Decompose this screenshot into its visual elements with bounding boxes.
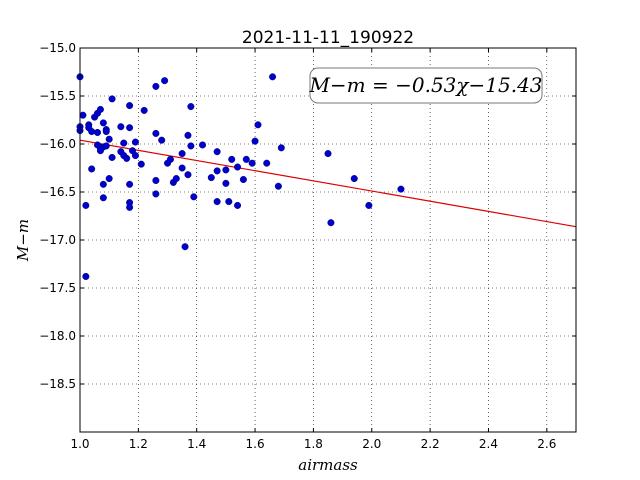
data-point (108, 153, 116, 161)
data-point (222, 179, 230, 187)
y-tick-label: −18.5 (39, 377, 76, 391)
data-point (172, 175, 180, 183)
data-point (126, 180, 134, 188)
fit-annotation: M−m = −0.53χ−15.43 (308, 67, 543, 104)
data-point (158, 136, 166, 144)
fit-annotation-box (309, 67, 543, 104)
data-point (199, 141, 207, 149)
y-tick-labels: −15.0 −15.5 −16.0 −16.5 −17.0 −17.5 −18.0 −18.5 (39, 41, 76, 391)
data-point (82, 201, 90, 209)
data-point (152, 190, 160, 198)
data-point (251, 137, 259, 145)
data-point (94, 128, 102, 136)
data-point (187, 142, 195, 150)
data-point (190, 193, 198, 201)
data-point (225, 198, 233, 206)
y-tick-label: −15.0 (39, 41, 76, 55)
data-point (274, 182, 282, 190)
data-point (137, 160, 145, 168)
data-point (126, 124, 134, 132)
data-point (99, 194, 107, 202)
data-point (105, 135, 113, 143)
data-point (222, 166, 230, 174)
data-point (239, 176, 247, 184)
data-point (102, 142, 110, 150)
y-axis-label: M−m (14, 219, 32, 262)
data-point (152, 176, 160, 184)
data-point (207, 174, 215, 182)
y-tick-label: −18.0 (39, 329, 76, 343)
y-tick-label: −17.5 (39, 281, 76, 295)
data-point (213, 167, 221, 175)
data-point (82, 272, 90, 280)
data-point (213, 148, 221, 156)
x-tick-label: 1.0 (70, 437, 89, 451)
x-tick-label: 2.0 (362, 437, 381, 451)
y-tick-label: −17.0 (39, 233, 76, 247)
data-point (178, 150, 186, 158)
data-point (88, 128, 96, 136)
data-point (99, 180, 107, 188)
fit-line (79, 139, 577, 228)
chart-title: 2021-11-11_190922 (242, 28, 414, 48)
data-point (105, 175, 113, 183)
data-point (131, 138, 139, 146)
x-tick-label: 2.2 (421, 437, 440, 451)
data-point (365, 201, 373, 209)
x-tick-label: 1.8 (304, 437, 323, 451)
data-point (234, 163, 242, 171)
fit-annotation-text: M−m = −0.53χ−15.43 (308, 73, 542, 97)
data-point (277, 144, 285, 152)
data-point (166, 155, 174, 163)
data-point (152, 82, 160, 90)
data-point (397, 185, 405, 193)
data-point (123, 154, 131, 162)
data-point (350, 175, 358, 183)
data-point (152, 129, 160, 137)
y-tick-label: −16.0 (39, 137, 76, 151)
y-tick-label: −15.5 (39, 89, 76, 103)
data-point (187, 103, 195, 111)
data-point (242, 155, 250, 163)
x-tick-label: 1.2 (129, 437, 148, 451)
data-point (213, 198, 221, 206)
data-point (327, 219, 335, 227)
data-point (181, 243, 189, 251)
data-point (79, 111, 87, 119)
data-point (228, 155, 236, 163)
data-point (234, 201, 242, 209)
axis-ticks (79, 47, 576, 432)
data-point (120, 139, 128, 147)
data-point (88, 165, 96, 173)
data-point (184, 131, 192, 139)
data-point (324, 150, 332, 158)
data-point (126, 203, 134, 211)
x-tick-label: 1.6 (246, 437, 265, 451)
data-point (117, 123, 125, 131)
x-tick-label: 1.4 (187, 437, 206, 451)
data-point (140, 106, 148, 114)
data-point (102, 128, 110, 136)
x-tick-label: 2.4 (479, 437, 498, 451)
data-point (184, 171, 192, 179)
x-tick-labels: 1.0 1.2 1.4 1.6 1.8 2.0 2.2 2.4 2.6 (70, 437, 556, 451)
data-point (263, 159, 271, 167)
y-tick-label: −16.5 (39, 185, 76, 199)
data-point (269, 73, 277, 81)
data-point (108, 95, 116, 103)
fit-line-group (79, 139, 577, 228)
data-point (131, 152, 139, 160)
data-point (126, 102, 134, 110)
x-tick-label: 2.6 (537, 437, 556, 451)
data-point (99, 119, 107, 127)
grid (80, 48, 576, 432)
data-point (254, 121, 262, 129)
data-point (178, 164, 186, 172)
data-points (76, 73, 405, 280)
data-point (96, 105, 104, 113)
data-point (161, 77, 169, 85)
data-point (248, 159, 256, 167)
x-axis-label: airmass (298, 456, 358, 474)
